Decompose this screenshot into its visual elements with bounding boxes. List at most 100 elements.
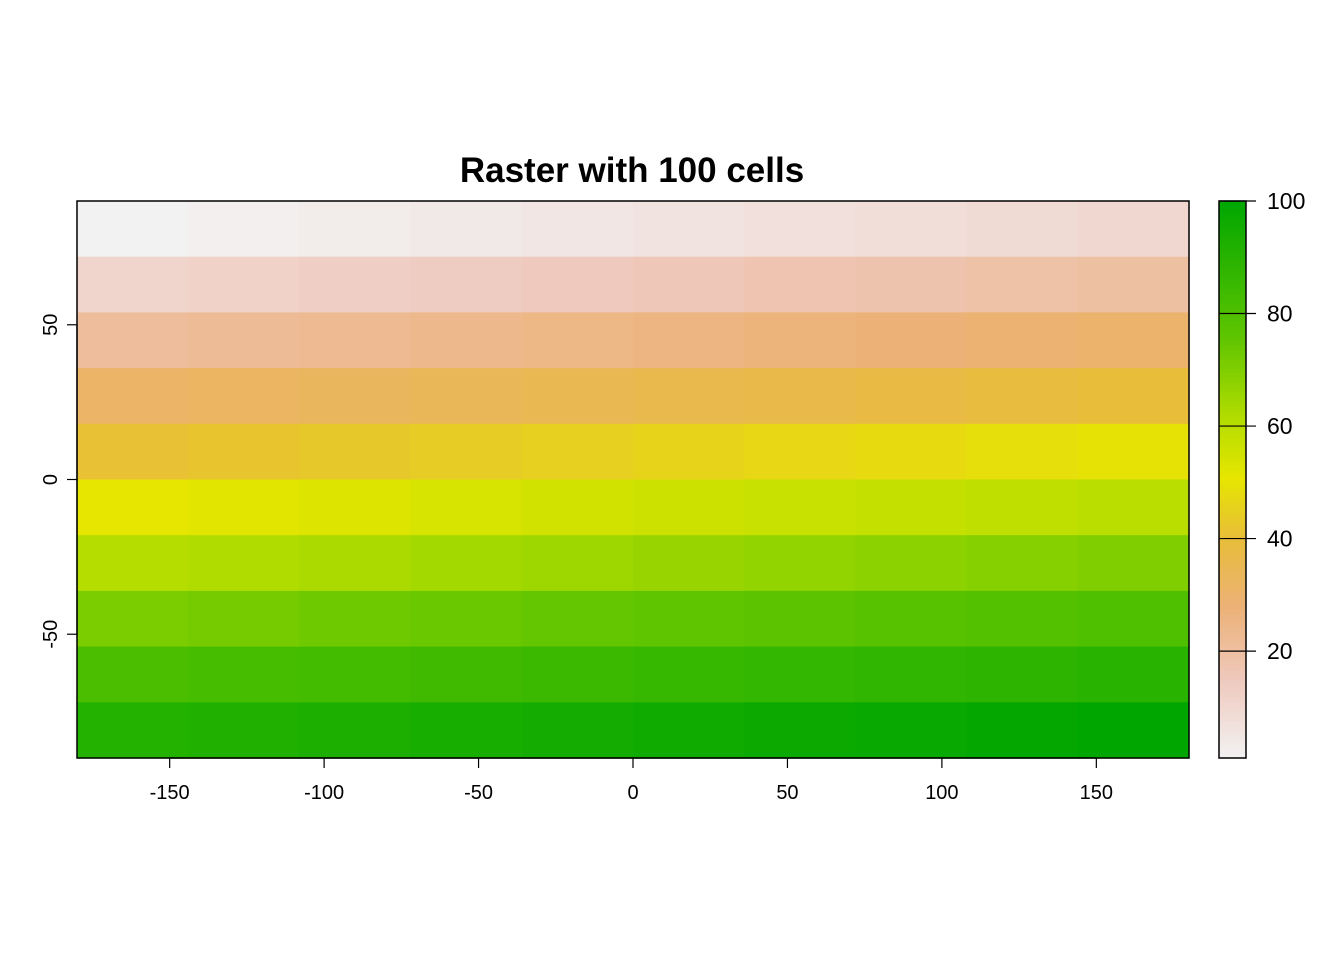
legend-tick-label: 60	[1267, 413, 1293, 439]
legend-swatch	[1219, 293, 1246, 300]
x-tick-label: 150	[1080, 782, 1113, 804]
raster-cell	[744, 368, 856, 425]
legend-swatch	[1219, 386, 1246, 392]
legend-swatch	[1219, 674, 1246, 680]
legend-swatch	[1219, 279, 1246, 286]
y-tick-label: 0	[40, 474, 62, 485]
legend-swatch	[1219, 247, 1246, 253]
raster-cell	[521, 256, 634, 313]
legend-swatch	[1219, 265, 1246, 272]
raster-cell	[188, 312, 300, 369]
legend-swatch	[1219, 474, 1246, 481]
raster-cell	[966, 702, 1079, 759]
legend-swatch	[1219, 655, 1246, 662]
legend-swatch	[1219, 697, 1246, 703]
legend-swatch	[1219, 201, 1246, 207]
legend-swatch	[1219, 340, 1246, 346]
legend-swatch	[1219, 576, 1246, 583]
raster-cell	[77, 368, 189, 425]
legend-swatch	[1219, 330, 1246, 337]
legend-swatch	[1219, 400, 1246, 406]
legend-swatch	[1219, 437, 1246, 443]
legend-swatch	[1219, 739, 1246, 745]
raster-cell	[410, 702, 523, 759]
legend-swatch	[1219, 539, 1246, 546]
legend-swatch	[1219, 535, 1246, 541]
x-tick-label: -100	[304, 782, 344, 804]
legend-swatch	[1219, 688, 1246, 694]
legend-swatch	[1219, 210, 1246, 216]
raster-cell	[966, 590, 1079, 648]
raster-cell	[966, 312, 1079, 369]
raster-cell	[855, 201, 968, 258]
x-tick-label: 100	[925, 782, 958, 804]
raster-cell	[855, 368, 968, 425]
legend-swatch	[1219, 409, 1246, 416]
raster-cell	[410, 201, 523, 258]
raster-cell	[410, 535, 523, 592]
raster-cell	[77, 646, 189, 703]
raster-cell	[299, 479, 412, 536]
raster-cell	[299, 590, 412, 648]
legend-swatch	[1219, 224, 1246, 230]
legend-swatch	[1219, 307, 1246, 313]
legend-swatch	[1219, 321, 1246, 327]
raster-cell	[521, 201, 634, 258]
raster-cell	[633, 368, 745, 425]
legend-swatch	[1219, 382, 1246, 388]
y-axis: -50 0 50	[40, 314, 78, 649]
raster-cell	[1077, 590, 1190, 648]
raster-cell	[1077, 535, 1190, 592]
raster-cell	[299, 646, 412, 703]
legend-swatch	[1219, 344, 1246, 351]
raster-cell	[77, 702, 189, 759]
x-tick-label: -150	[150, 782, 190, 804]
raster-cell	[633, 702, 745, 759]
legend-swatch	[1219, 544, 1246, 550]
x-axis: -150 -100 -50 0 50 100 150	[150, 757, 1113, 804]
x-tick-label: 50	[776, 782, 798, 804]
raster-cell	[188, 201, 300, 258]
raster-cell	[855, 590, 968, 648]
legend-swatch	[1219, 358, 1246, 365]
legend-swatch	[1219, 753, 1246, 759]
legend-swatch	[1219, 623, 1246, 629]
legend-swatch	[1219, 493, 1246, 499]
legend-swatch	[1219, 660, 1246, 666]
legend-swatch	[1219, 349, 1246, 355]
legend-swatch	[1219, 618, 1246, 624]
raster-cell	[299, 256, 412, 313]
legend-swatch	[1219, 372, 1246, 378]
raster-cell	[521, 479, 634, 536]
raster-cell	[966, 646, 1079, 703]
legend-swatch	[1219, 614, 1246, 620]
legend-swatch	[1219, 460, 1246, 467]
legend-swatch	[1219, 391, 1246, 397]
legend-swatch	[1219, 530, 1246, 536]
raster-cell	[188, 535, 300, 592]
raster-cell	[633, 423, 745, 481]
raster-cell	[1077, 312, 1190, 369]
legend-swatch	[1219, 632, 1246, 638]
raster-cell	[299, 535, 412, 592]
legend-swatch	[1219, 730, 1246, 736]
raster-cell	[521, 702, 634, 759]
legend-swatch	[1219, 507, 1246, 513]
legend-tick-label: 20	[1267, 638, 1293, 664]
legend-swatch	[1219, 484, 1246, 490]
raster-cell	[855, 646, 968, 703]
raster-cell	[744, 535, 856, 592]
raster-cell	[521, 590, 634, 648]
raster-cell	[299, 368, 412, 425]
legend-swatch	[1219, 470, 1246, 476]
legend-swatch	[1219, 451, 1246, 457]
legend-swatch	[1219, 233, 1246, 239]
raster-cell	[966, 479, 1079, 536]
raster-cell	[521, 646, 634, 703]
legend-swatch	[1219, 641, 1246, 648]
raster-cell	[855, 423, 968, 481]
legend-swatch	[1219, 628, 1246, 634]
legend-axis: 20 40 60 80 100	[1219, 188, 1305, 664]
raster-cell	[855, 256, 968, 313]
raster-cell	[633, 312, 745, 369]
